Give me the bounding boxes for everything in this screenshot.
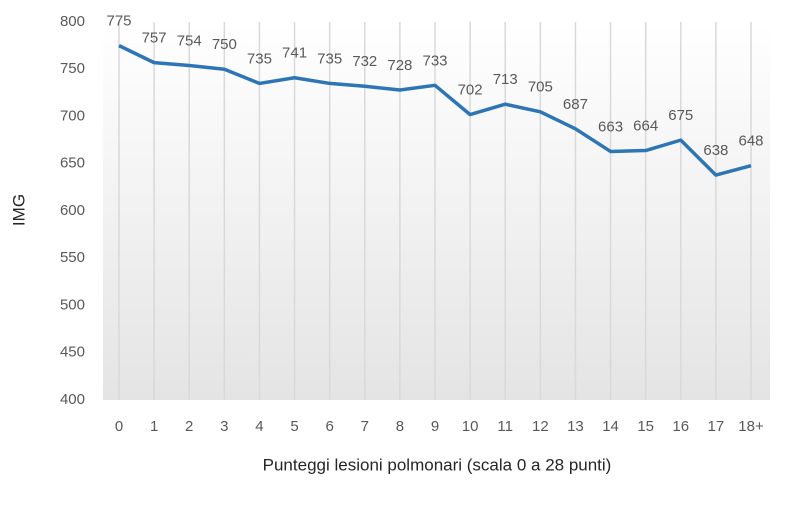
x-tick-label: 3 — [220, 418, 228, 435]
plot-area — [103, 22, 770, 400]
x-tick-label: 4 — [255, 418, 263, 435]
y-tick-label: 550 — [60, 249, 85, 266]
data-label: 687 — [563, 96, 588, 113]
y-tick-label: 650 — [60, 155, 85, 172]
x-tick-label: 17 — [708, 418, 725, 435]
data-label: 750 — [212, 36, 237, 53]
x-tick-label: 7 — [361, 418, 369, 435]
data-label: 775 — [106, 13, 131, 30]
x-tick-label: 1 — [150, 418, 158, 435]
data-label: 732 — [352, 53, 377, 70]
x-tick-label: 6 — [325, 418, 333, 435]
data-label: 728 — [387, 57, 412, 74]
y-tick-label: 750 — [60, 60, 85, 77]
data-label: 713 — [493, 71, 518, 88]
data-label: 705 — [528, 79, 553, 96]
x-tick-label: 10 — [462, 418, 479, 435]
data-label: 702 — [458, 82, 483, 99]
x-tick-label: 16 — [672, 418, 689, 435]
x-tick-label: 15 — [637, 418, 654, 435]
data-label: 741 — [282, 45, 307, 62]
data-label: 757 — [142, 30, 167, 47]
data-label: 735 — [317, 50, 342, 67]
data-line — [118, 44, 752, 177]
x-tick-label: 2 — [185, 418, 193, 435]
data-label: 663 — [598, 118, 623, 135]
data-label: 733 — [422, 52, 447, 69]
y-tick-label: 400 — [60, 391, 85, 408]
y-tick-label: 700 — [60, 107, 85, 124]
y-tick-label: 800 — [60, 13, 85, 30]
y-tick-label: 600 — [60, 202, 85, 219]
x-tick-label: 5 — [290, 418, 298, 435]
data-label: 648 — [738, 133, 763, 150]
x-tick-label: 0 — [115, 418, 123, 435]
x-tick-label: 12 — [532, 418, 549, 435]
x-axis-title: Punteggi lesioni polmonari (scala 0 a 28… — [263, 455, 612, 474]
x-tick-label: 13 — [567, 418, 584, 435]
x-tick-label: 11 — [497, 418, 513, 435]
x-tick-label: 9 — [431, 418, 439, 435]
x-tick-label: 14 — [602, 418, 619, 435]
data-label: 754 — [177, 32, 202, 49]
data-label: 664 — [633, 117, 658, 134]
data-label: 735 — [247, 50, 272, 67]
y-tick-label: 450 — [60, 344, 85, 361]
x-tick-label: 8 — [396, 418, 404, 435]
x-tick-label: 18+ — [738, 418, 764, 435]
y-tick-label: 500 — [60, 296, 85, 313]
y-axis-title: IMG — [9, 194, 28, 226]
data-label: 675 — [668, 107, 693, 124]
data-label: 638 — [703, 142, 728, 159]
